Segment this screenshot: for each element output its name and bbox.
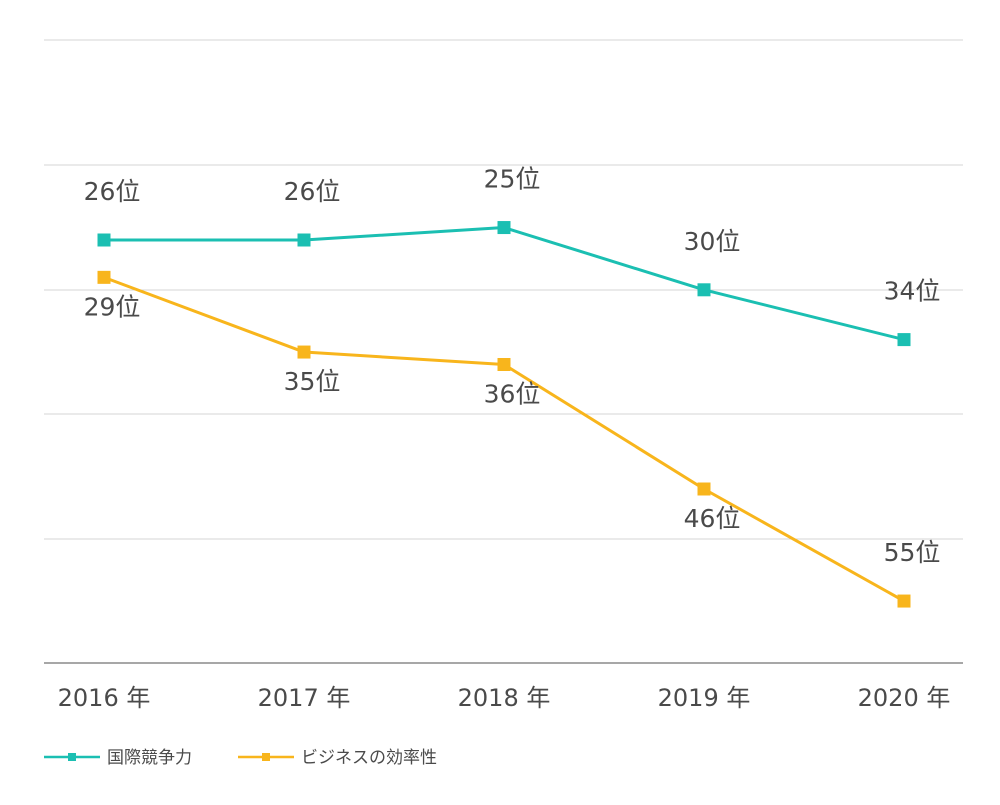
data-label: 29位 (84, 292, 141, 321)
data-point-marker (697, 482, 711, 496)
data-label: 26位 (84, 177, 141, 206)
data-label: 30位 (684, 227, 741, 256)
data-label: 26位 (284, 177, 341, 206)
data-point-marker (297, 233, 311, 247)
data-label: 25位 (484, 165, 541, 194)
data-label: 36位 (484, 380, 541, 409)
legend-label: ビジネスの効率性 (301, 748, 437, 768)
data-point-marker (97, 270, 111, 284)
data-label: 34位 (884, 277, 941, 306)
series-line-2 (103, 275, 905, 603)
data-point-marker (897, 333, 911, 347)
data-markers (97, 221, 911, 608)
legend: 国際競争力 ビジネスの効率性 (44, 748, 437, 768)
x-axis-tick-labels: 2016 年 2017 年 2018 年 2019 年 2020 年 (58, 684, 951, 712)
data-label: 46位 (684, 504, 741, 533)
x-tick-label: 2019 年 (658, 684, 751, 712)
data-point-marker (497, 358, 511, 371)
data-point-marker (697, 283, 711, 297)
data-label: 55位 (884, 538, 941, 567)
data-labels: 26位 26位 25位 30位 34位 29位 35位 36位 46位 55位 (84, 165, 941, 567)
legend-label: 国際競争力 (107, 748, 192, 768)
legend-marker-icon (68, 753, 76, 761)
data-point-marker (297, 345, 311, 359)
x-tick-label: 2018 年 (458, 684, 551, 712)
x-tick-label: 2017 年 (258, 684, 351, 712)
legend-item: ビジネスの効率性 (238, 748, 437, 768)
x-tick-label: 2020 年 (858, 684, 951, 712)
grid-lines (44, 39, 963, 664)
legend-item: 国際競争力 (44, 748, 192, 768)
legend-marker-icon (262, 753, 270, 761)
data-label: 35位 (284, 367, 341, 396)
data-point-marker (897, 594, 911, 608)
data-point-marker (497, 221, 511, 235)
x-tick-label: 2016 年 (58, 684, 151, 712)
data-point-marker (97, 233, 111, 247)
